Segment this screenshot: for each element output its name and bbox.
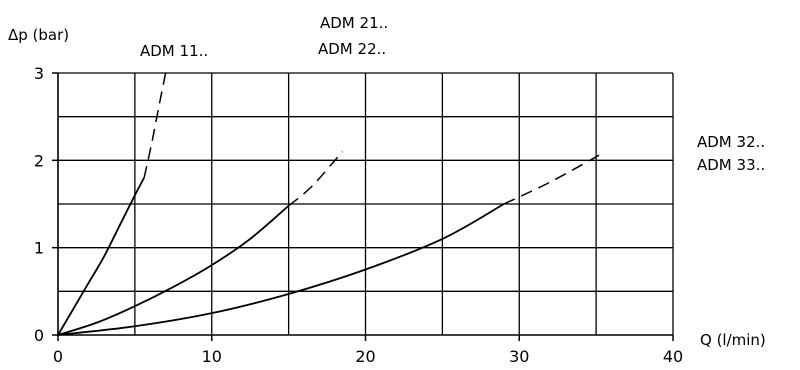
chart-tick-labels: 0 10 20 30 40 0 1 2 3 — [34, 64, 683, 366]
series-1-solid-line — [57, 177, 145, 336]
series-label-adm11: ADM 11.. — [140, 42, 208, 60]
series-label-adm21: ADM 21.. — [320, 14, 388, 32]
x-tick-label: 20 — [355, 347, 375, 366]
x-tick-label: 10 — [202, 347, 222, 366]
series-1-dashed-line — [143, 72, 167, 178]
x-tick-label: 0 — [53, 347, 63, 366]
series-label-adm22: ADM 22.. — [318, 40, 386, 58]
chart-curves — [57, 72, 602, 336]
series-3-dashed-line — [503, 153, 602, 205]
series-2-solid-line — [57, 205, 290, 336]
y-tick-label: 0 — [34, 326, 44, 345]
y-tick-label: 2 — [34, 151, 44, 170]
series-3-solid-line — [57, 203, 505, 336]
y-axis-label: Δp (bar) — [8, 26, 69, 44]
x-tick-label: 40 — [663, 347, 683, 366]
y-tick-label: 1 — [34, 239, 44, 258]
x-tick-label: 30 — [509, 347, 529, 366]
series-label-adm32: ADM 32.. — [697, 133, 765, 151]
series-2-dashed-line — [288, 151, 344, 207]
x-axis-label: Q (l/min) — [700, 331, 766, 349]
y-tick-label: 3 — [34, 64, 44, 83]
chart-grid — [58, 72, 674, 335]
chart-axes — [52, 72, 674, 341]
series-label-adm33: ADM 33.. — [697, 156, 765, 174]
